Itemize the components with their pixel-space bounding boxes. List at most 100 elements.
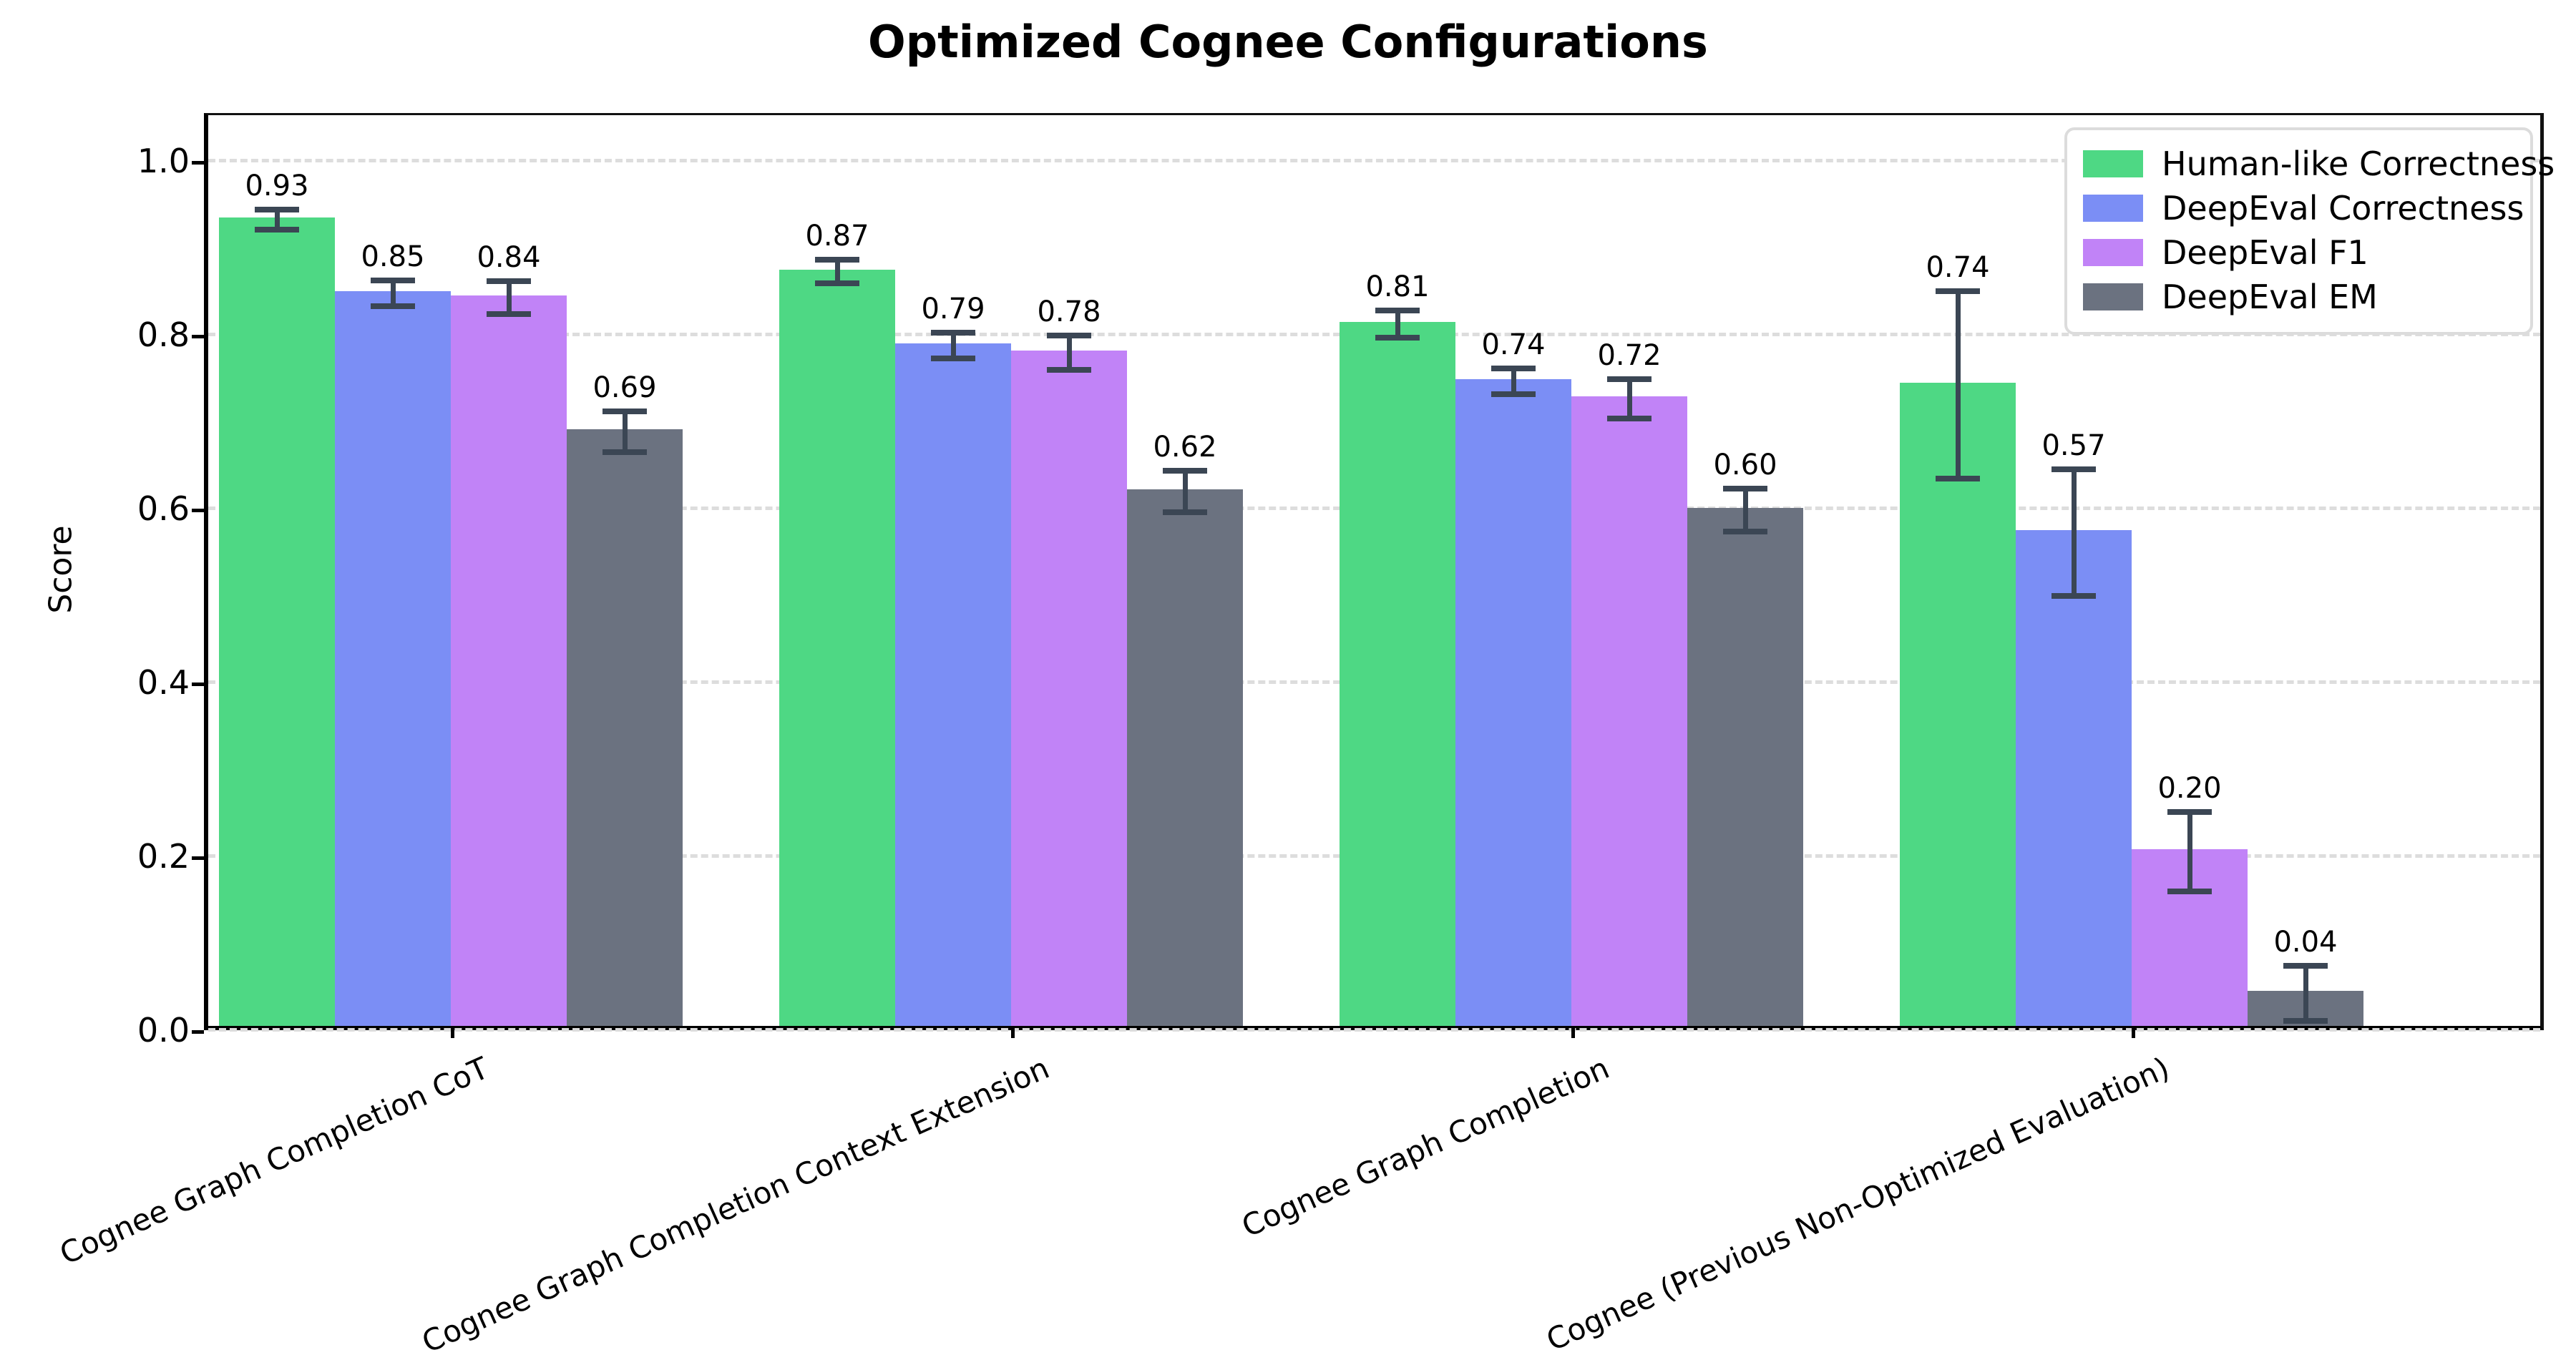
x-axis-tick-mark xyxy=(1571,1026,1575,1038)
error-bar xyxy=(335,278,451,309)
bar[interactable] xyxy=(779,269,895,1026)
error-bar-stem xyxy=(506,278,512,317)
bar-value-label: 0.85 xyxy=(361,240,425,274)
error-bar-stem xyxy=(1395,307,1400,341)
bar-value-label: 0.87 xyxy=(805,220,869,253)
error-bar xyxy=(2016,466,2132,599)
error-bar xyxy=(1900,288,2016,481)
x-axis-tick-mark xyxy=(1011,1026,1015,1038)
error-bar-cap-top xyxy=(1047,332,1091,338)
error-bar-cap-top xyxy=(2167,808,2212,815)
bar-value-label: 0.79 xyxy=(921,293,985,326)
y-axis-tick-mark xyxy=(192,1030,204,1034)
error-bar-stem xyxy=(1066,332,1072,373)
error-bar xyxy=(2132,808,2248,894)
bar[interactable] xyxy=(1900,382,2016,1026)
legend-item-label: Human-like Correctness xyxy=(2162,145,2555,183)
legend-item-label: DeepEval Correctness xyxy=(2162,189,2524,228)
bar[interactable] xyxy=(1455,378,1571,1026)
bar-value-label: 0.69 xyxy=(592,371,657,404)
error-bar xyxy=(219,206,335,233)
bar[interactable] xyxy=(1687,507,1803,1026)
error-bar-cap-top xyxy=(1936,288,1980,294)
bar-value-label: 0.57 xyxy=(2041,429,2106,462)
bar[interactable] xyxy=(1340,321,1455,1026)
bar[interactable] xyxy=(219,217,335,1026)
x-axis-tick-label: Cognee Graph Completion Context Extensio… xyxy=(416,1050,1054,1360)
bar-value-label: 0.81 xyxy=(1365,270,1430,303)
error-bar-stem xyxy=(2187,808,2192,894)
error-bar-cap-top xyxy=(487,278,531,285)
bar[interactable] xyxy=(895,343,1011,1026)
bar[interactable] xyxy=(567,429,683,1026)
bar-value-label: 0.20 xyxy=(2157,771,2222,805)
error-bar-cap-top xyxy=(255,206,299,212)
bar-value-label: 0.72 xyxy=(1597,338,1662,372)
error-bar-cap-bottom xyxy=(255,227,299,233)
y-axis-tick-label: 0.2 xyxy=(137,836,190,876)
error-bar-cap-top xyxy=(1375,307,1420,313)
x-axis-tick-mark xyxy=(2132,1026,2135,1038)
error-bar-cap-bottom xyxy=(1491,391,1536,397)
bar[interactable] xyxy=(1011,350,1127,1026)
error-bar-cap-top xyxy=(931,330,975,336)
legend-item-label: DeepEval F1 xyxy=(2162,233,2368,272)
error-bar xyxy=(895,330,1011,361)
y-axis-tick-mark xyxy=(192,682,204,686)
bar[interactable] xyxy=(2016,530,2132,1026)
bar-value-label: 0.74 xyxy=(1926,250,1990,284)
x-axis-tick-label: Cognee (Previous Non-Optimized Evaluatio… xyxy=(1541,1050,2175,1358)
bar-value-label: 0.84 xyxy=(477,241,541,275)
x-axis-tick-mark xyxy=(451,1026,454,1038)
y-axis-tick-label: 0.8 xyxy=(137,315,190,354)
legend-item[interactable]: DeepEval Correctness xyxy=(2083,186,2524,230)
error-bar xyxy=(1571,376,1687,421)
y-axis-tick-mark xyxy=(192,508,204,512)
bar-value-label: 0.62 xyxy=(1153,431,1217,464)
error-bar-stem xyxy=(1955,288,1961,481)
error-bar-cap-top xyxy=(1491,365,1536,371)
bar[interactable] xyxy=(1127,489,1243,1026)
error-bar xyxy=(1340,307,1455,341)
error-bar xyxy=(2248,962,2363,1024)
error-bar-cap-bottom xyxy=(1723,528,1767,534)
error-bar-cap-bottom xyxy=(931,355,975,361)
error-bar xyxy=(779,257,895,287)
error-bar-cap-bottom xyxy=(2283,1017,2328,1024)
y-axis-tick-label: 0.4 xyxy=(137,662,190,702)
legend-item[interactable]: Human-like Correctness xyxy=(2083,142,2555,186)
legend-swatch-icon xyxy=(2083,195,2143,222)
y-axis-tick-mark xyxy=(192,160,204,165)
error-bar-cap-bottom xyxy=(1163,509,1207,515)
error-bar-cap-top xyxy=(2051,466,2096,472)
error-bar xyxy=(1455,365,1571,397)
bar[interactable] xyxy=(335,291,451,1026)
bar[interactable] xyxy=(451,295,567,1026)
bar-value-label: 0.74 xyxy=(1481,328,1546,361)
x-axis-tick-label: Cognee Graph Completion xyxy=(1236,1050,1614,1244)
error-bar-cap-bottom xyxy=(2051,592,2096,599)
gridline xyxy=(208,158,2540,162)
legend-swatch-icon xyxy=(2083,239,2143,266)
error-bar-stem xyxy=(1626,376,1632,421)
y-axis-tick-label: 0.6 xyxy=(137,489,190,528)
error-bar-stem xyxy=(622,408,628,456)
error-bar-cap-top xyxy=(1607,376,1652,382)
legend-item[interactable]: DeepEval EM xyxy=(2083,275,2514,319)
y-axis-tick-mark xyxy=(192,334,204,338)
error-bar-cap-bottom xyxy=(1936,475,1980,481)
error-bar-cap-bottom xyxy=(1375,334,1420,341)
legend-item[interactable]: DeepEval F1 xyxy=(2083,230,2514,275)
y-axis-label: Score xyxy=(42,525,79,614)
gridline xyxy=(208,1028,2540,1032)
error-bar-cap-bottom xyxy=(815,280,859,287)
error-bar-cap-bottom xyxy=(1047,366,1091,373)
bar-value-label: 0.04 xyxy=(2273,925,2338,959)
error-bar-cap-bottom xyxy=(371,303,415,309)
chart-legend: Human-like Correctness DeepEval Correctne… xyxy=(2064,127,2555,335)
error-bar-cap-top xyxy=(602,408,647,414)
error-bar-stem xyxy=(1511,365,1516,397)
y-axis-tick-mark xyxy=(192,856,204,860)
bar[interactable] xyxy=(1571,396,1687,1026)
y-axis-tick-label: 0.0 xyxy=(137,1011,190,1050)
